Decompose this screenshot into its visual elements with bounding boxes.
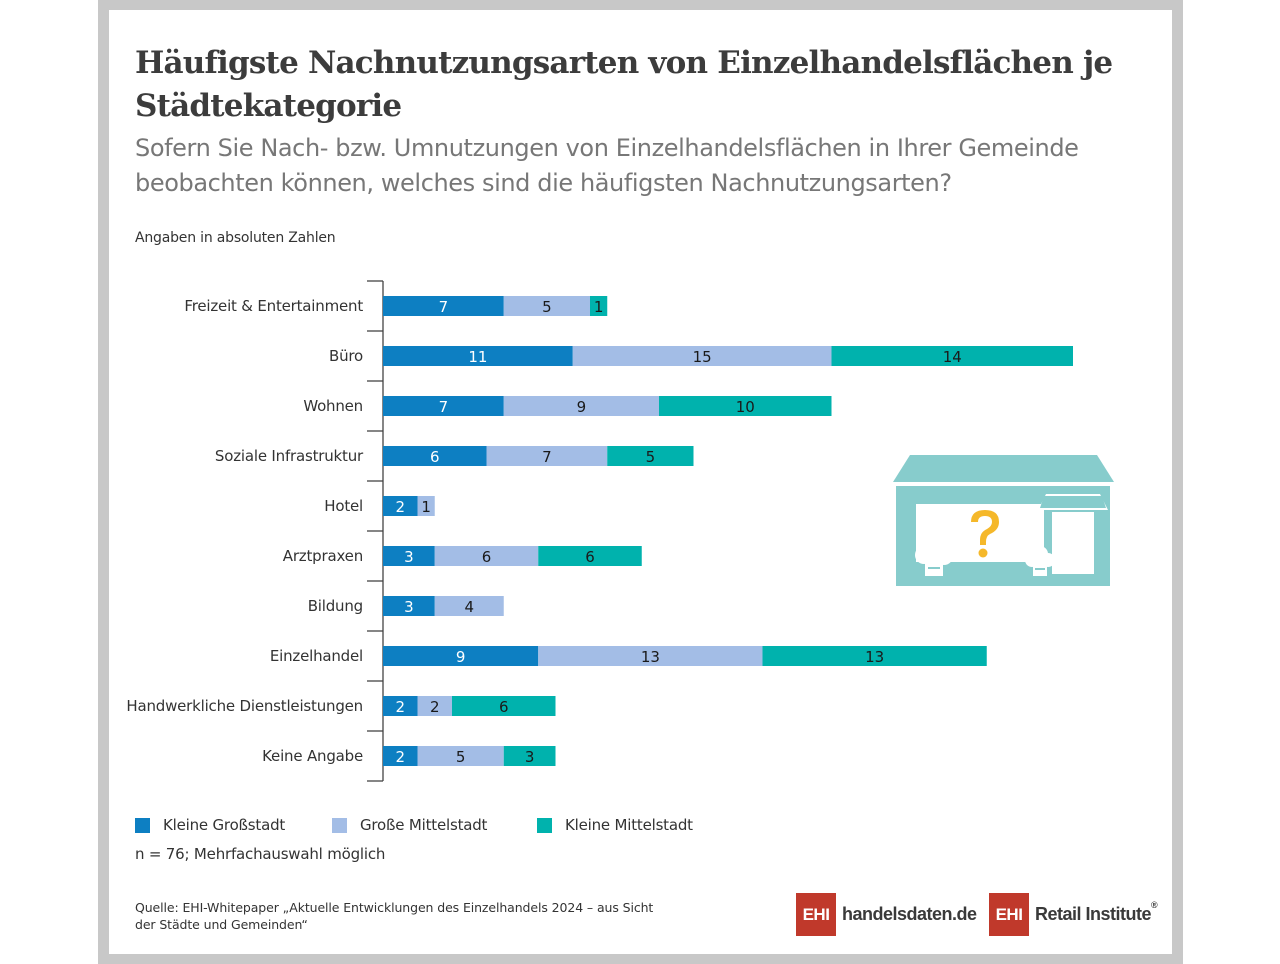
data-label: 10 [736, 398, 755, 416]
bar-segment [486, 446, 608, 466]
bar-segment [383, 546, 435, 566]
data-label: 13 [865, 648, 884, 666]
bar-segment [538, 646, 763, 666]
data-label: 6 [499, 698, 509, 716]
bar-segment [383, 496, 418, 516]
bar-segment [434, 596, 504, 616]
data-label: 13 [641, 648, 660, 666]
data-label: 6 [430, 448, 440, 466]
bar-segment [383, 596, 435, 616]
logo-text-label: Retail Institute [1035, 904, 1152, 924]
data-label: 2 [430, 698, 440, 716]
ehi-logo-box: EHI [796, 893, 836, 936]
legend-item-grosse-mittelstadt: Große Mittelstadt [332, 814, 487, 836]
category-label: Hotel [324, 497, 363, 515]
category-label: Einzelhandel [270, 647, 363, 665]
category-label: Büro [329, 347, 363, 365]
bar-segment [383, 746, 418, 766]
category-label: Arztpraxen [283, 547, 363, 565]
chart-legend: Kleine Großstadt Große Mittelstadt Klein… [135, 814, 835, 836]
logo-handelsdaten: EHI handelsdaten.de [796, 893, 977, 936]
bar-segment [383, 296, 504, 316]
data-label: 9 [456, 648, 466, 666]
data-label: 6 [482, 548, 492, 566]
legend-item-kleine-mittelstadt: Kleine Mittelstadt [537, 814, 693, 836]
data-label: 4 [464, 598, 474, 616]
data-label: 3 [525, 748, 535, 766]
bar-segment [383, 446, 487, 466]
bar-segment [417, 746, 504, 766]
logo-retail-institute: EHI Retail Institute® [989, 893, 1158, 936]
data-label: 1 [421, 498, 431, 516]
bar-segment [503, 396, 659, 416]
data-label: 3 [404, 598, 414, 616]
data-label: 7 [439, 298, 449, 316]
data-label: 9 [577, 398, 587, 416]
bar-segment [538, 546, 642, 566]
bar-segment [590, 296, 608, 316]
data-label: 15 [693, 348, 712, 366]
data-label: 11 [468, 348, 487, 366]
bar-segment [503, 296, 590, 316]
bar-segment [383, 346, 573, 366]
logo-text: Retail Institute® [1035, 900, 1158, 925]
source-note: Quelle: EHI-Whitepaper „Aktuelle Entwick… [135, 900, 654, 932]
bar-segment [572, 346, 832, 366]
category-label: Freizeit & Entertainment [184, 297, 363, 315]
data-label: 2 [395, 498, 405, 516]
bar-segment [417, 696, 452, 716]
data-label: 6 [585, 548, 595, 566]
legend-swatch [537, 817, 552, 833]
data-label: 7 [439, 398, 449, 416]
legend-swatch [135, 817, 150, 833]
sample-footnote: n = 76; Mehrfachauswahl möglich [135, 845, 386, 863]
legend-item-kleine-grossstadt: Kleine Großstadt [135, 814, 285, 836]
bar-segment [417, 496, 435, 516]
registered-mark: ® [1151, 900, 1158, 910]
bar-segment [383, 646, 539, 666]
data-label: 14 [943, 348, 962, 366]
category-label: Bildung [308, 597, 363, 615]
data-label: 7 [542, 448, 552, 466]
data-label: 2 [395, 698, 405, 716]
legend-label: Kleine Mittelstadt [565, 816, 693, 834]
legend-label: Kleine Großstadt [163, 816, 286, 834]
data-label: 5 [542, 298, 552, 316]
chart-subtitle: Sofern Sie Nach- bzw. Umnutzungen von Ei… [135, 134, 1079, 197]
page-title: Häufigste Nachnutzungsarten von Einzelha… [135, 45, 1113, 124]
data-label: 5 [456, 748, 466, 766]
legend-label: Große Mittelstadt [360, 816, 488, 834]
category-label: Keine Angabe [262, 747, 363, 765]
bar-segment [383, 696, 418, 716]
category-label: Wohnen [303, 397, 363, 415]
data-label: 2 [395, 748, 405, 766]
category-label: Handwerkliche Dienstleistungen [126, 697, 363, 715]
bar-segment [831, 346, 1073, 366]
legend-swatch [332, 817, 347, 833]
bar-segment [383, 396, 504, 416]
bar-segment [452, 696, 556, 716]
bar-segment [607, 446, 694, 466]
bar-segment [503, 746, 556, 766]
data-label: 3 [404, 548, 414, 566]
shop-question-icon [890, 452, 1120, 596]
bar-segment [762, 646, 987, 666]
data-label: 5 [646, 448, 656, 466]
bar-segment [434, 546, 539, 566]
units-note: Angaben in absoluten Zahlen [135, 230, 336, 246]
ehi-logo-box: EHI [989, 893, 1029, 936]
bar-segment [659, 396, 832, 416]
category-label: Soziale Infrastruktur [215, 447, 364, 465]
data-label: 1 [594, 298, 604, 316]
logo-text: handelsdaten.de [842, 904, 977, 924]
